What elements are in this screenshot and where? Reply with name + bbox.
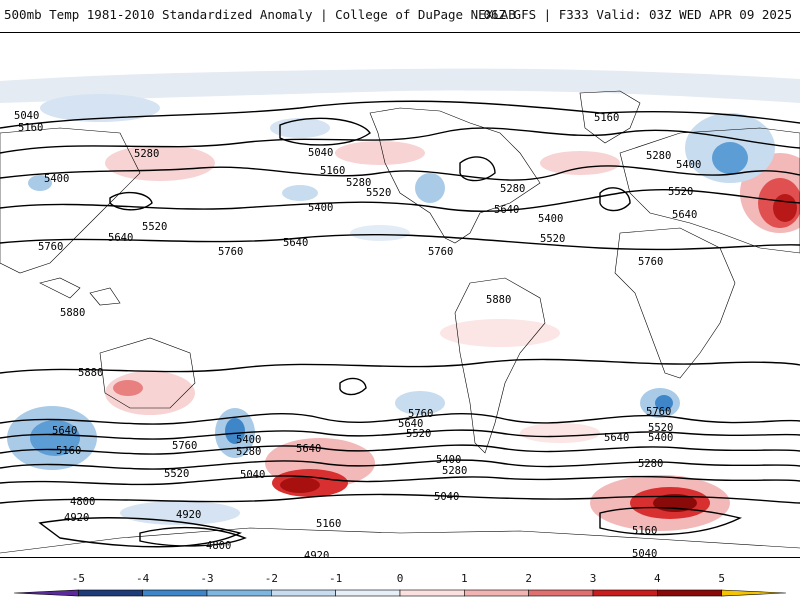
colorbar-swatch	[592, 589, 658, 597]
contour-label-5400-g: 5400	[648, 432, 673, 444]
contour-label-5880-b: 5880	[486, 294, 511, 306]
colorbar-legend: -5 -4 -3 -2 -1 0 1 2 3 4 5	[13, 572, 787, 597]
contour-label-5640: 5640	[108, 232, 133, 244]
contour-label-5400: 5400	[44, 173, 69, 185]
contour-label-5400-f: 5400	[436, 454, 461, 466]
contour-label-5040-b: 5040	[308, 147, 333, 159]
contour-label-5160-d: 5160	[56, 445, 81, 457]
contour-label-5880-c: 5880	[78, 367, 103, 379]
contour-label-5160: 5160	[18, 122, 43, 134]
contour-label-5040-c: 5040	[240, 469, 265, 481]
contour-label-5640-c: 5640	[494, 204, 519, 216]
continent-outlines	[0, 90, 800, 554]
run-valid-time: 06Z GFS | F333 Valid: 03Z WED APR 09 202…	[483, 7, 792, 22]
contour-label-5640-d: 5640	[672, 209, 697, 221]
contour-label-5040: 5040	[14, 110, 39, 122]
colorbar-swatch	[335, 589, 401, 597]
colorbar-tick-label: 5	[718, 572, 725, 585]
colorbar-swatch	[721, 589, 787, 597]
contour-label-4920-b: 4920	[176, 509, 201, 521]
contour-label-5760-f: 5760	[408, 408, 433, 420]
anomaly-map[interactable]: 5040 5160 5280 5400 5520 5640 5760 5880 …	[0, 33, 800, 558]
colorbar-swatch	[399, 589, 465, 597]
contour-label-5640-f: 5640	[296, 443, 321, 455]
contour-label-5280-b: 5280	[346, 177, 371, 189]
colorbar-tick-label: -1	[329, 572, 342, 585]
colorbar-swatch	[464, 589, 529, 597]
colorbar-tick-label: 4	[654, 572, 661, 585]
contour-label-5400-e: 5400	[236, 434, 261, 446]
contour-label-5280-d: 5280	[646, 150, 671, 162]
contour-labels: 5040 5160 5280 5400 5520 5640 5760 5880 …	[14, 110, 701, 558]
contour-label-5160-e: 5160	[316, 518, 341, 530]
colorbar-swatch	[13, 589, 79, 597]
contour-label-5520-e: 5520	[164, 468, 189, 480]
colorbar-tick-label: 1	[461, 572, 468, 585]
contour-label-5760-c: 5760	[428, 246, 453, 258]
colorbar-tick-label: 2	[525, 572, 532, 585]
colorbar-swatch	[78, 589, 143, 597]
colorbar-tick-label: -3	[200, 572, 213, 585]
height-contours	[0, 100, 800, 548]
header: 500mb Temp 1981-2010 Standardized Anomal…	[0, 0, 800, 28]
contour-label-5160-c: 5160	[594, 112, 619, 124]
contour-label-5640-b: 5640	[283, 237, 308, 249]
contour-label-5760: 5760	[38, 241, 63, 253]
colorbar-tick-label: 0	[397, 572, 404, 585]
contour-label-4800: 4800	[70, 496, 95, 508]
colorbar-swatch	[271, 589, 336, 597]
contour-label-5520-b: 5520	[366, 187, 391, 199]
colorbar-ticks: -5 -4 -3 -2 -1 0 1 2 3 4 5	[72, 572, 725, 585]
contour-label-5520-d: 5520	[668, 186, 693, 198]
contour-label-5400-c: 5400	[538, 213, 563, 225]
contour-label-5760-b: 5760	[218, 246, 243, 258]
map-panel[interactable]: 5040 5160 5280 5400 5520 5640 5760 5880 …	[0, 32, 800, 558]
colorbar-tick-label: -2	[265, 572, 278, 585]
colorbar-swatch	[657, 589, 722, 597]
contour-label-4920: 4920	[64, 512, 89, 524]
contour-label-5760-d: 5760	[638, 256, 663, 268]
contour-label-5760-e: 5760	[172, 440, 197, 452]
contour-label-5160-b: 5160	[320, 165, 345, 177]
contour-label-5280-c: 5280	[500, 183, 525, 195]
contour-label-5040-d: 5040	[434, 491, 459, 503]
contour-label-5640-g: 5640	[398, 418, 423, 430]
contour-label-5400-d: 5400	[676, 159, 701, 171]
colorbar-swatch	[528, 589, 594, 597]
contour-label-5280-e: 5280	[236, 446, 261, 458]
contour-label-5520: 5520	[142, 221, 167, 233]
colorbar-tick-label: 3	[590, 572, 597, 585]
contour-label-4800-b: 4800	[206, 540, 231, 552]
contour-label-5280: 5280	[134, 148, 159, 160]
contour-label-5280-f: 5280	[442, 465, 467, 477]
colorbar-swatch	[142, 589, 208, 597]
contour-label-5640-h: 5640	[604, 432, 629, 444]
map-title: 500mb Temp 1981-2010 Standardized Anomal…	[4, 7, 516, 22]
contour-label-5520-c: 5520	[540, 233, 565, 245]
contour-label-4920-c: 4920	[304, 550, 329, 558]
contour-label-5520-g: 5520	[648, 422, 673, 434]
contour-label-5280-g: 5280	[638, 458, 663, 470]
colorbar-swatches	[13, 589, 787, 597]
colorbar-tick-label: -5	[72, 572, 85, 585]
contour-label-5880: 5880	[60, 307, 85, 319]
contour-label-5640-e: 5640	[52, 425, 77, 437]
colorbar-swatch	[206, 589, 272, 597]
contour-label-5040-e: 5040	[632, 548, 657, 558]
anomaly-shading	[0, 68, 800, 531]
contour-label-5400-b: 5400	[308, 202, 333, 214]
contour-label-5160-f: 5160	[632, 525, 657, 537]
contour-label-5520-f: 5520	[406, 428, 431, 440]
colorbar-tick-label: -4	[136, 572, 150, 585]
contour-label-5760-g: 5760	[646, 406, 671, 418]
